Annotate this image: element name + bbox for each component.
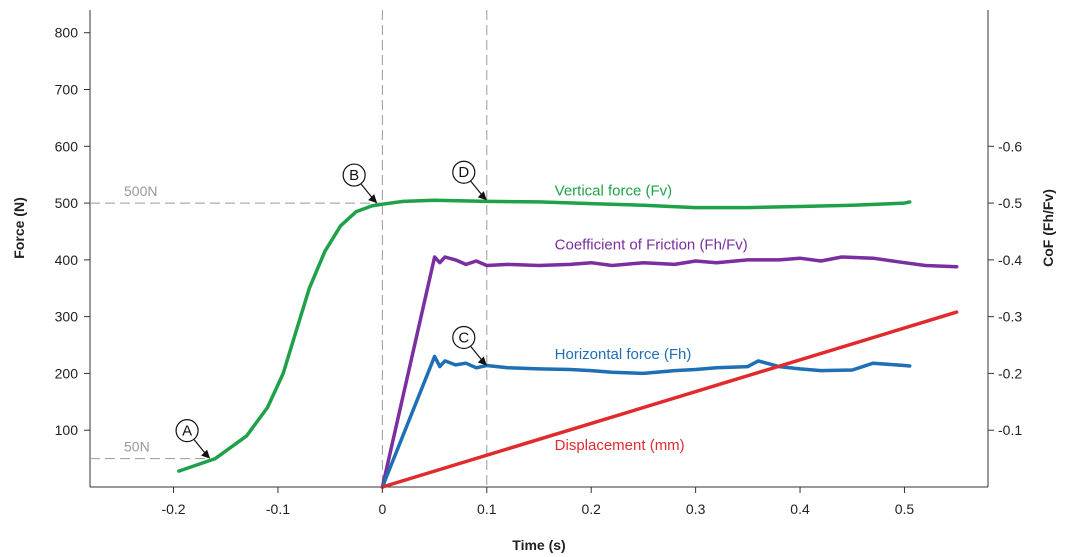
series-line-displacement-mm — [380, 310, 959, 489]
marker-circle-c — [452, 325, 476, 350]
y-tick-label: 200 — [55, 365, 79, 381]
marker-letter-d: D — [458, 164, 469, 181]
series-label-horizontal-force-fh: Horizontal force (Fh) — [555, 346, 692, 363]
series-line-vertical-force-fv — [177, 198, 912, 473]
y-tick-label: 500 — [55, 195, 79, 211]
y-tick-label: 400 — [55, 252, 79, 268]
y2-tick-label: -0.2 — [998, 365, 1022, 381]
x-tick-label: 0.3 — [686, 501, 706, 517]
y2-axis-title: CoF (Fh/Fv) — [1040, 189, 1056, 267]
y-axis-ticks: 100 200 300 400 500 600 700 800 — [55, 25, 90, 438]
x-tick-label: 0.2 — [581, 501, 601, 517]
y2-tick-label: -0.6 — [998, 138, 1022, 154]
series-line-horizontal-force-fh — [380, 354, 912, 489]
x-tick-label: -0.2 — [161, 501, 185, 517]
marker-circle-a — [175, 419, 199, 443]
series-label-coefficient-of-friction-fh-fv: Coefficient of Friction (Fh/Fv) — [555, 237, 748, 254]
marker-arrowhead-c — [477, 356, 487, 366]
series-line-coefficient-of-friction-fh-fv — [380, 255, 959, 489]
annotation-markers: A B D C — [175, 160, 487, 459]
x-tick-label: 0 — [378, 501, 386, 517]
y-tick-label: 100 — [55, 422, 79, 438]
marker-letter-a: A — [182, 423, 192, 440]
marker-letter-c: C — [458, 329, 469, 346]
series-label-displacement-mm: Displacement (mm) — [555, 437, 685, 454]
reference-line-label: 500N — [124, 183, 157, 199]
x-tick-label: -0.1 — [266, 501, 290, 517]
series-labels: Vertical force (Fv) Coefficient of Fricti… — [555, 183, 748, 454]
y2-tick-label: -0.5 — [998, 195, 1022, 211]
series-label-vertical-force-fv: Vertical force (Fv) — [555, 183, 673, 200]
plot-frame — [89, 10, 989, 488]
reference-line-label: 50N — [124, 439, 150, 455]
marker-arrowhead-d — [477, 191, 487, 201]
x-axis-title: Time (s) — [512, 537, 565, 553]
series-lines — [177, 198, 959, 489]
marker-arrowhead-a — [201, 449, 211, 459]
y-tick-label: 700 — [55, 82, 79, 98]
marker-letter-b: B — [349, 167, 359, 184]
reference-lines: 500N 50N — [90, 10, 488, 487]
y2-axis-ticks: -0.1 -0.2 -0.3 -0.4 -0.5 -0.6 — [988, 138, 1022, 438]
x-tick-label: 0.1 — [477, 501, 497, 517]
y2-tick-label: -0.1 — [998, 422, 1022, 438]
marker-arrowhead-b — [368, 194, 378, 204]
x-axis-ticks: -0.2 -0.1 0 0.1 0.2 0.3 0.4 0.5 — [161, 487, 914, 517]
marker-circle-b — [342, 163, 366, 187]
y-tick-label: 300 — [55, 309, 79, 325]
marker-circle-d — [452, 160, 476, 184]
x-tick-label: 0.5 — [895, 501, 915, 517]
y-tick-label: 600 — [55, 138, 79, 154]
y2-tick-label: -0.4 — [998, 252, 1022, 268]
x-tick-label: 0.4 — [790, 501, 810, 517]
y2-tick-label: -0.3 — [998, 309, 1022, 325]
y-tick-label: 800 — [55, 25, 79, 41]
y-axis-title: Force (N) — [11, 197, 27, 258]
